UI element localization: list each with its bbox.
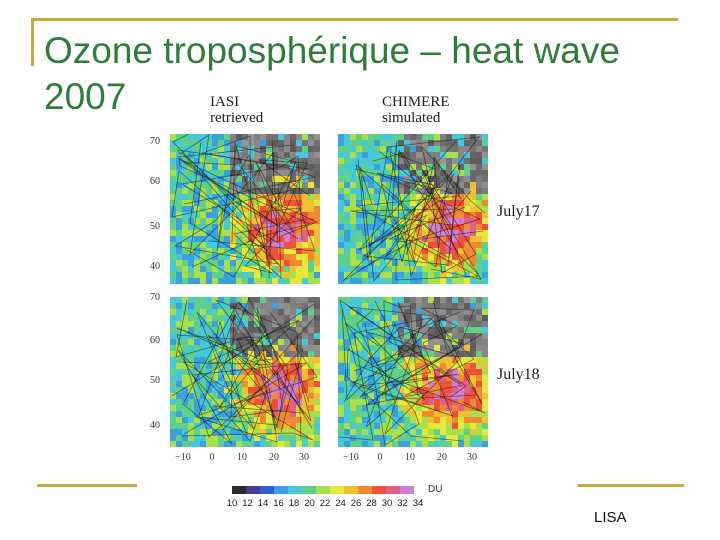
top-rule xyxy=(33,18,678,21)
lon-label: −10 xyxy=(343,452,359,463)
bottom-left-rule xyxy=(37,484,137,487)
lon-label: 10 xyxy=(405,452,415,463)
lon-label: −10 xyxy=(175,452,191,463)
column-header-iasi-line2: retrieved xyxy=(210,110,264,126)
lon-label: 20 xyxy=(269,452,279,463)
colorbar-tick-label: 18 xyxy=(288,498,300,509)
lat-label: 70 xyxy=(150,292,160,303)
colorbar-tick-label: 24 xyxy=(335,498,346,509)
map-image xyxy=(338,297,488,447)
colorbar-swatch xyxy=(260,486,274,494)
colorbar-tick-label: 22 xyxy=(319,498,331,509)
map-image xyxy=(170,134,320,284)
column-header-chimere-line1: CHIMERE xyxy=(382,94,450,110)
colorbar-swatch xyxy=(274,486,288,494)
colorbar-swatch xyxy=(232,486,246,494)
map-image xyxy=(170,297,320,447)
lon-label: 0 xyxy=(209,452,215,463)
map-iasi-july17 xyxy=(170,134,320,284)
lat-label: 40 xyxy=(150,420,160,431)
colorbar-swatch xyxy=(386,486,400,494)
lon-label: 30 xyxy=(299,452,309,463)
colorbar-swatch xyxy=(358,486,372,494)
column-header-iasi: IASI retrieved xyxy=(210,94,263,126)
colorbar-tick-label: 34 xyxy=(412,498,424,509)
colorbar-swatch xyxy=(288,486,302,494)
lon-label: 30 xyxy=(467,452,477,463)
colorbar-unit: DU xyxy=(428,484,443,495)
left-rule xyxy=(31,18,34,66)
slide-title: Ozone troposphérique – heat wave 2007 xyxy=(44,30,620,117)
lat-label: 60 xyxy=(150,335,160,346)
column-header-iasi-line1: IASI xyxy=(210,94,240,110)
map-image xyxy=(338,134,488,284)
map-chimere-july18 xyxy=(338,297,488,447)
colorbar-tick-label: 28 xyxy=(366,498,377,509)
colorbar-tick-label: 32 xyxy=(397,498,408,509)
lat-label: 40 xyxy=(150,261,160,272)
colorbar-tick-label: 20 xyxy=(304,498,315,509)
column-header-chimere: CHIMERE simulated xyxy=(382,94,450,126)
row-label-july18: July18 xyxy=(497,366,540,383)
map-chimere-july17 xyxy=(338,134,488,284)
colorbar-swatch xyxy=(372,486,386,494)
footer-label: LISA xyxy=(594,509,627,526)
bottom-right-rule xyxy=(578,484,684,487)
lon-label: 0 xyxy=(377,452,383,463)
colorbar-tick-label: 26 xyxy=(350,498,362,509)
column-header-chimere-line2: simulated xyxy=(382,110,441,126)
lat-label: 50 xyxy=(150,375,160,386)
lon-label: 10 xyxy=(237,452,247,463)
colorbar-tick-label: 30 xyxy=(381,498,393,509)
colorbar-tick-label: 12 xyxy=(242,498,253,509)
map-iasi-july18 xyxy=(170,297,320,447)
colorbar-swatch xyxy=(344,486,358,494)
lat-label: 50 xyxy=(150,221,160,232)
lat-label: 70 xyxy=(150,136,160,147)
colorbar-tick-label: 16 xyxy=(273,498,284,509)
colorbar-swatch xyxy=(316,486,330,494)
lat-label: 60 xyxy=(150,176,160,187)
colorbar-swatch xyxy=(400,486,414,494)
colorbar-tick-label: 14 xyxy=(257,498,269,509)
colorbar xyxy=(232,486,414,494)
colorbar-swatch xyxy=(302,486,316,494)
lon-label: 20 xyxy=(437,452,447,463)
colorbar-swatch xyxy=(246,486,260,494)
colorbar-tick-label: 10 xyxy=(226,498,238,509)
row-label-july17: July17 xyxy=(497,203,540,220)
colorbar-swatch xyxy=(330,486,344,494)
